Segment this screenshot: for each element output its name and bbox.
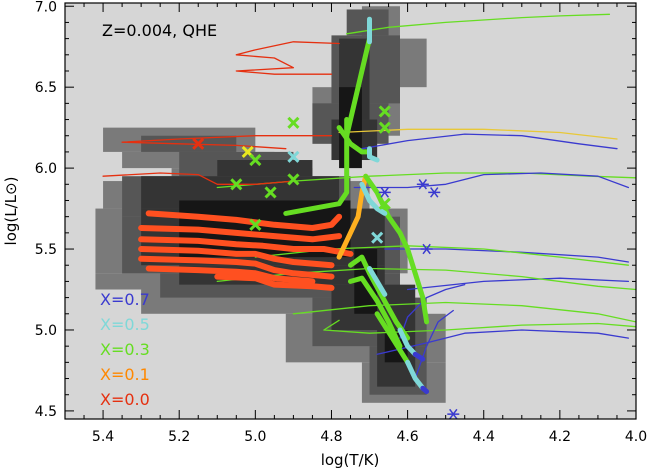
x-tick-label: 5.4: [92, 429, 114, 445]
track-line: [138, 246, 335, 269]
x-marker: [378, 105, 391, 118]
x-marker: [378, 121, 391, 134]
track-line: [138, 236, 354, 257]
track-line: [214, 273, 335, 291]
track-line: [367, 266, 388, 297]
axis-ticks: 5.4 5.2 5.0 4.8 4.6 4.4 4.2 4.0 4.5 5.0 5.5 6.0 6.5 7…: [35, 0, 647, 445]
evolutionary-tracks: [102, 13, 636, 394]
track-line: [292, 301, 636, 323]
track-line: [414, 309, 454, 380]
track-line: [348, 254, 411, 341]
track-line: [353, 172, 630, 189]
x-marker: [287, 116, 300, 129]
x-marker-stroke: [249, 153, 262, 167]
x-axis-label: log(T/K): [321, 451, 380, 469]
star-marker: [447, 408, 460, 419]
y-axis-label: log(L/L⊙): [2, 177, 20, 246]
track-line: [138, 225, 343, 243]
track-line: [348, 275, 403, 349]
y-tick-label: 6.5: [35, 80, 57, 96]
x-marker: [287, 150, 300, 163]
marker-layer: [192, 105, 460, 419]
star-marker-stroke: [422, 243, 431, 255]
y-tick-label: 7.0: [35, 0, 57, 15]
track-line: [145, 210, 343, 231]
track-line: [361, 133, 618, 150]
x-marker-stroke: [241, 145, 254, 158]
star-marker-stroke: [430, 187, 439, 198]
x-marker: [249, 153, 262, 167]
x-tick-label: 4.8: [320, 429, 342, 445]
x-tick-label: 5.2: [168, 429, 190, 445]
x-marker-stroke: [264, 186, 277, 199]
x-tick-label: 4.4: [473, 429, 495, 445]
y-tick-label: 5.0: [35, 323, 57, 339]
legend-entry: X=0.5: [100, 315, 150, 334]
track-line: [397, 327, 418, 357]
x-marker: [264, 186, 277, 199]
x-tick-label: 4.0: [625, 429, 647, 445]
track-line: [102, 172, 295, 185]
track-line: [359, 181, 388, 216]
track-line: [412, 351, 426, 362]
star-marker: [428, 187, 441, 198]
legend: X=0.7 X=0.5 X=0.3 X=0.1 X=0.0: [100, 290, 150, 409]
track-line: [367, 146, 380, 163]
x-marker: [230, 178, 243, 191]
x-marker-stroke: [287, 173, 300, 186]
x-marker: [371, 231, 384, 244]
y-tick-label: 4.5: [35, 404, 57, 420]
legend-entry: X=0.3: [100, 340, 150, 359]
track-line: [363, 173, 430, 325]
x-marker: [192, 137, 205, 150]
track-line: [235, 41, 340, 75]
x-marker-stroke: [287, 116, 300, 129]
x-tick-label: 4.2: [549, 429, 571, 445]
x-marker-stroke: [371, 231, 384, 244]
x-tick-label: 5.0: [244, 429, 266, 445]
x-marker: [249, 218, 262, 231]
chart-annotation: Z=0.004, QHE: [102, 21, 217, 40]
track-line: [346, 13, 611, 35]
x-marker-stroke: [378, 197, 391, 210]
star-marker: [378, 187, 391, 198]
track-line: [376, 329, 630, 355]
track-line: [145, 265, 316, 285]
track-line: [283, 117, 350, 216]
legend-entry: X=0.1: [100, 365, 150, 384]
track-line: [338, 128, 618, 140]
x-tick-label: 4.6: [396, 429, 418, 445]
star-marker-stroke: [449, 408, 458, 419]
track-line: [374, 311, 411, 365]
x-marker-stroke: [287, 150, 300, 163]
track-line: [336, 125, 372, 155]
x-marker-stroke: [378, 105, 391, 118]
x-marker-stroke: [192, 137, 205, 150]
legend-entry: X=0.7: [100, 290, 150, 309]
x-marker: [287, 173, 300, 186]
x-marker-stroke: [230, 178, 243, 191]
star-marker-stroke: [380, 187, 389, 198]
x-marker-stroke: [249, 218, 262, 231]
legend-entry: X=0.0: [100, 390, 150, 409]
density-contour-cell: [217, 160, 313, 177]
star-marker: [420, 243, 433, 255]
star-marker: [416, 179, 429, 190]
y-tick-label: 5.5: [35, 242, 57, 258]
track-line: [138, 255, 335, 280]
x-marker-stroke: [378, 121, 391, 134]
x-marker: [378, 197, 391, 210]
track-line: [406, 277, 630, 291]
track-line: [405, 359, 426, 391]
track-line: [420, 385, 430, 394]
star-marker-stroke: [418, 179, 428, 190]
track-line: [399, 283, 466, 339]
track-line: [323, 319, 636, 334]
y-tick-label: 6.0: [35, 161, 57, 177]
track-line: [121, 135, 333, 150]
